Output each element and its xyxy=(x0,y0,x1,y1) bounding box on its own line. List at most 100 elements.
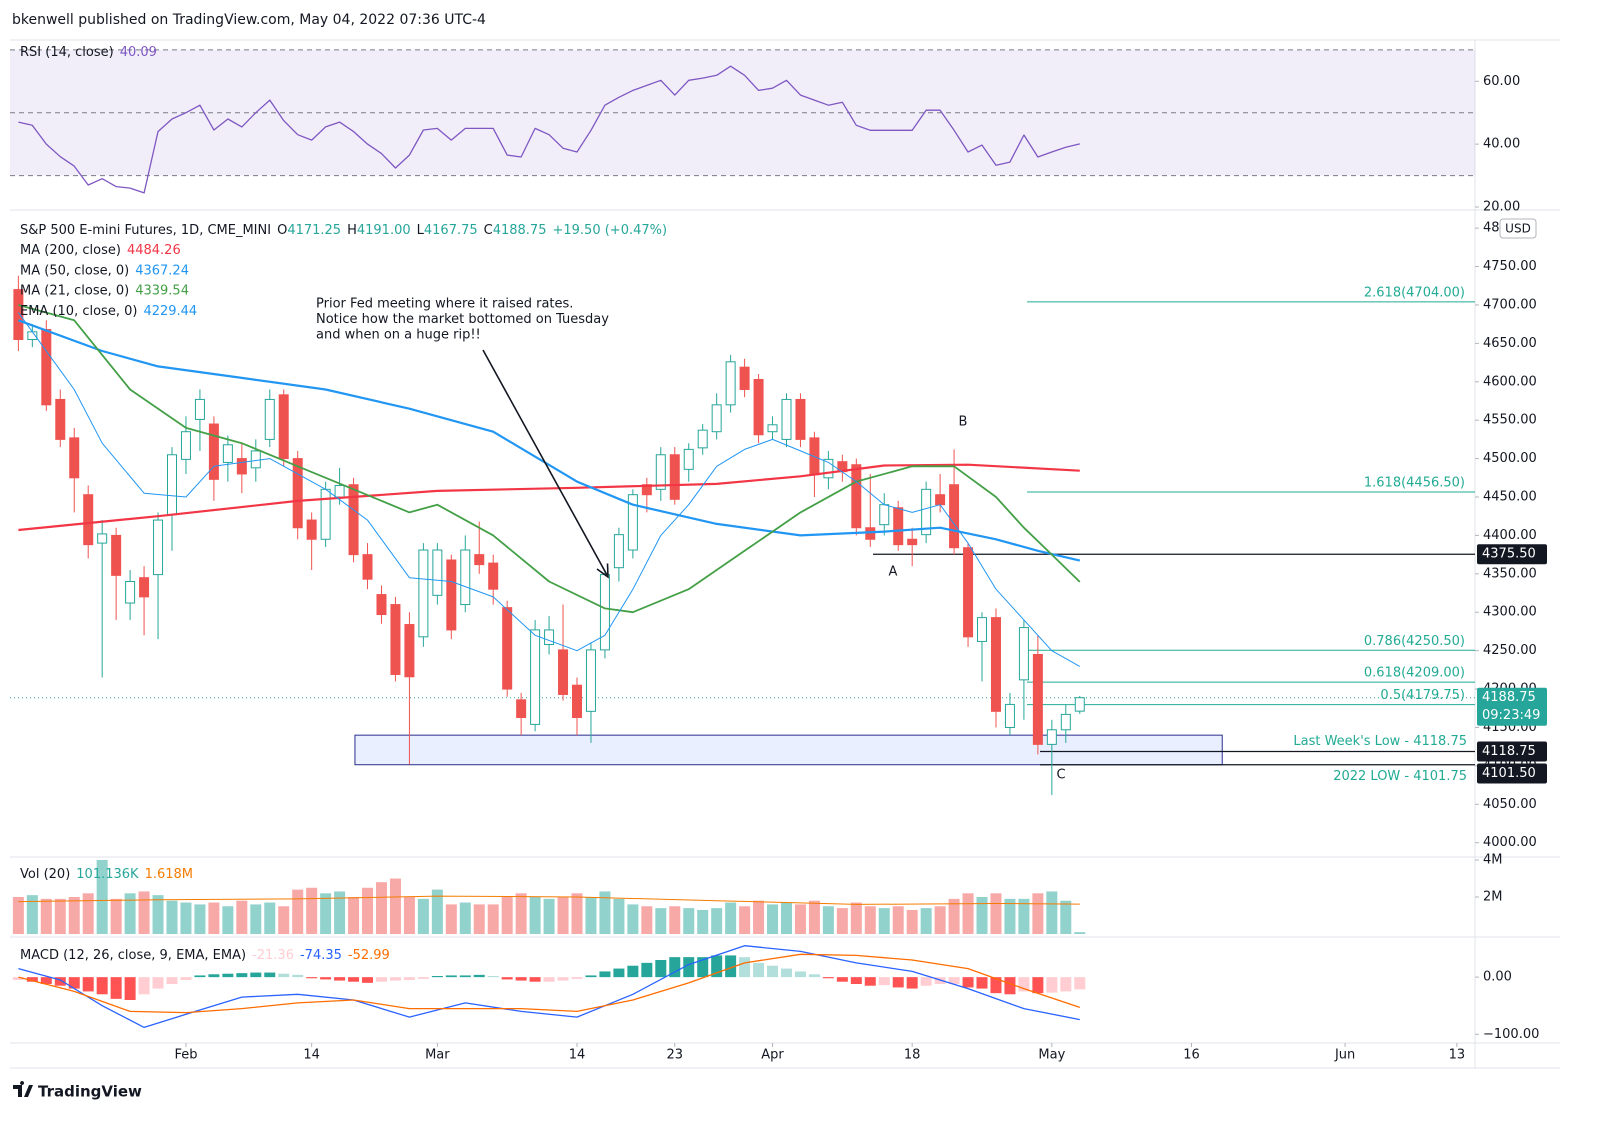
candle-body xyxy=(530,629,541,725)
candle-body xyxy=(990,617,1001,712)
candle-body xyxy=(69,437,80,479)
volume-bar xyxy=(222,906,234,934)
macd-histogram xyxy=(697,957,709,978)
macd-histogram xyxy=(669,957,681,978)
macd-histogram xyxy=(26,977,38,982)
macd-histogram xyxy=(962,977,974,988)
volume-bar xyxy=(1018,898,1030,934)
candle-body xyxy=(474,554,485,566)
currency: USD xyxy=(1505,222,1531,236)
candle-body xyxy=(1018,627,1029,681)
legend-value: 40.09 xyxy=(120,45,157,60)
candle-body xyxy=(139,577,150,598)
volume-bar xyxy=(613,898,625,934)
candle-body xyxy=(348,484,359,556)
candle-body xyxy=(180,431,191,460)
legend-text: MACD (12, 26, close, 9, EMA, EMA) xyxy=(20,948,246,963)
macd-histogram xyxy=(124,977,136,1000)
macd-histogram xyxy=(236,973,248,978)
volume-bar xyxy=(529,897,541,934)
candle-body xyxy=(516,699,527,718)
volume-bar xyxy=(278,906,290,934)
candle-body xyxy=(921,488,932,536)
macd-histogram xyxy=(82,977,94,992)
macd-histogram xyxy=(389,977,401,981)
macd-histogram xyxy=(1018,977,1030,992)
volume-bar xyxy=(655,908,667,934)
y-tick-label: 4500.00 xyxy=(1483,451,1537,466)
volume-bar xyxy=(54,898,66,934)
macd-histogram xyxy=(194,975,206,978)
legend-text: S&P 500 E-mini Futures, 1D, CME_MINI xyxy=(20,223,271,238)
y-tick-label: 4750.00 xyxy=(1483,259,1537,274)
fib-label: 2.618(4704.00) xyxy=(1364,285,1465,300)
candle-body xyxy=(502,607,513,690)
candle-body xyxy=(739,366,750,390)
candle-body xyxy=(767,424,778,433)
currency-box xyxy=(1499,218,1537,239)
volume-bar xyxy=(822,906,834,934)
macd-histogram xyxy=(543,977,555,982)
x-tick-label: 13 xyxy=(1449,1048,1466,1063)
macd-histogram xyxy=(487,976,499,978)
volume-bar xyxy=(138,891,150,934)
annotation: Notice how the market bottomed on Tuesda… xyxy=(316,312,609,327)
candle-body xyxy=(683,448,694,470)
volume-bar xyxy=(194,904,206,934)
macd-histogram xyxy=(920,977,932,986)
macd-histogram xyxy=(166,977,178,984)
volume-bar xyxy=(250,904,262,934)
level-note: Last Week's Low - 4118.75 xyxy=(1293,734,1467,749)
macd-histogram xyxy=(585,975,597,978)
volume-bar xyxy=(934,906,946,934)
quote-value: 4167.75 xyxy=(424,223,478,238)
legend-value: 101.136K xyxy=(76,867,139,882)
candle-body xyxy=(488,562,499,590)
price-tag-label: 4118.75 xyxy=(1482,744,1536,759)
macd-histogram xyxy=(362,977,374,983)
macd-histogram xyxy=(40,977,52,984)
macd-histogram xyxy=(515,977,527,981)
legend-value: 1.618M xyxy=(145,867,193,882)
candle-body xyxy=(460,549,471,606)
candle-body xyxy=(627,494,638,551)
candle-body xyxy=(167,454,178,516)
volume-bar xyxy=(96,860,108,934)
macd-histogram xyxy=(780,968,792,978)
y-tick-label: 0.00 xyxy=(1483,970,1512,985)
candle-body xyxy=(153,519,164,576)
volume-bar xyxy=(878,908,890,934)
macd-histogram xyxy=(808,974,820,978)
candle-body xyxy=(613,534,624,569)
volume-bar xyxy=(641,906,653,934)
macd-histogram xyxy=(739,957,751,978)
quote-value: 4191.00 xyxy=(357,223,411,238)
volume-bar xyxy=(571,893,583,934)
brand: TradingView xyxy=(38,1083,142,1101)
y-tick-label: −100.00 xyxy=(1483,1027,1539,1042)
price-tag-label: 4375.50 xyxy=(1482,547,1536,562)
candle-body xyxy=(13,289,24,341)
macd-histogram xyxy=(292,974,304,978)
macd-histogram xyxy=(836,977,848,982)
y-tick-label: 4450.00 xyxy=(1483,490,1537,505)
y-tick-label: 4350.00 xyxy=(1483,566,1537,581)
macd-histogram xyxy=(1032,977,1044,994)
candle-body xyxy=(1032,653,1043,745)
legend-value: 4484.26 xyxy=(127,243,181,258)
y-tick-label: 4600.00 xyxy=(1483,374,1537,389)
x-tick-label: Feb xyxy=(174,1048,197,1063)
wave-label: A xyxy=(889,565,898,580)
legend: MACD (12, 26, close, 9, EMA, EMA) -21.36-… xyxy=(20,948,390,963)
volume-bar xyxy=(166,900,178,934)
candle-body xyxy=(781,398,792,440)
candle-body xyxy=(893,507,904,546)
volume-bar xyxy=(501,897,513,934)
volume-bar xyxy=(417,898,429,934)
candle-body xyxy=(599,574,610,651)
x-tick-label: 14 xyxy=(303,1048,320,1063)
legend-text: MA (50, close, 0) xyxy=(20,263,129,278)
volume-bar xyxy=(557,897,569,934)
macd-histogram xyxy=(864,977,876,986)
legend-value: 4367.24 xyxy=(135,263,189,278)
